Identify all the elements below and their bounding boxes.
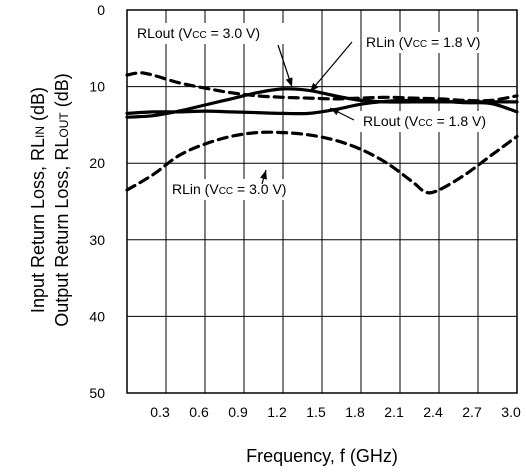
y-tick-label: 40 [89,308,105,324]
annotation-leader [309,41,353,93]
y-axis-label-1: Input Return Loss, RLIN (dB) [28,87,48,313]
annotation-label: RLout (VCC = 3.0 V) [137,25,260,41]
y-tick-label: 50 [89,385,105,401]
series-rlout-vcc-1p8v [125,98,519,116]
annotation-label: RLout (VCC = 1.8 V) [363,113,486,129]
series-rlin-vcc-3v [125,130,519,195]
x-tick-label: 0.9 [228,404,248,420]
y-tick-label: 30 [89,232,105,248]
annotation-arrowhead [285,77,293,87]
annotation-label: RLin (VCC = 3.0 V) [172,181,286,197]
annotation-bg [359,111,511,132]
plot-frame [126,9,518,394]
x-tick-label: 3.0 [501,404,521,420]
annotation-bg [133,23,299,44]
x-tick-label: 2.7 [462,404,482,420]
annotation-bg [362,32,512,53]
x-tick-label: 0.3 [150,404,170,420]
y-tick-label: 0 [97,2,105,18]
x-tick-label: 2.1 [384,404,404,420]
y-tick-label: 20 [89,155,105,171]
x-tick-label: 2.4 [423,404,443,420]
annotation-arrowhead [310,82,319,92]
annotation-arrowhead [330,108,340,116]
annotation-label: RLin (VCC = 1.8 V) [366,34,480,50]
y-axis-label-2: Output Return Loss, RLOUT (dB) [52,73,72,326]
y-tick-label: 10 [89,79,105,95]
x-tick-label: 1.8 [345,404,365,420]
x-axis-label: Frequency, f (GHz) [246,446,398,466]
series-rlin-vcc-1p8v [125,71,519,103]
x-tick-label: 1.5 [306,404,326,420]
annotation-arrowhead [260,170,267,180]
x-tick-label: 0.6 [189,404,209,420]
annotation-bg [168,179,316,200]
x-tick-label: 1.2 [267,404,287,420]
